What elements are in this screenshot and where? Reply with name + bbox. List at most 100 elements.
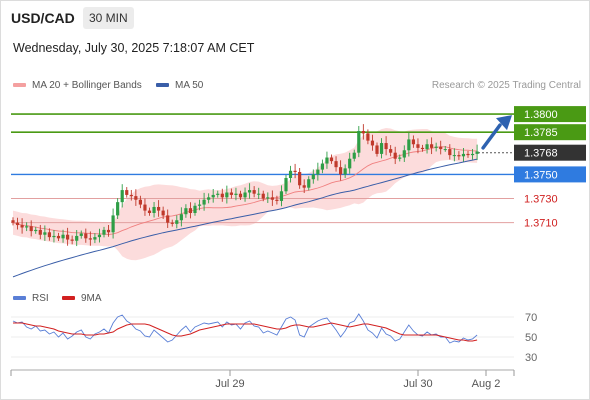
legend-ma50: MA 50 xyxy=(156,80,203,91)
candle-body xyxy=(202,199,206,205)
candle xyxy=(106,224,111,237)
candle xyxy=(84,228,88,243)
candle-body xyxy=(11,220,15,223)
candle xyxy=(334,156,338,172)
candle xyxy=(120,184,124,208)
candle-body xyxy=(457,155,461,157)
candle-body xyxy=(116,202,120,216)
candle xyxy=(316,162,320,181)
candle-body xyxy=(307,179,311,188)
candle-body xyxy=(111,215,115,233)
candle xyxy=(29,220,33,237)
ma50-swatch-icon xyxy=(156,83,169,88)
candle xyxy=(184,204,188,218)
candle xyxy=(311,169,315,184)
support-level-label: 1.3710 xyxy=(524,218,558,230)
candle-body xyxy=(434,146,438,148)
rsi-tick-label: 70 xyxy=(525,312,537,324)
candle-body xyxy=(93,237,97,240)
candle-body xyxy=(361,130,365,134)
support-level-label: 1.3730 xyxy=(524,194,558,206)
candle xyxy=(116,198,120,220)
candle xyxy=(320,159,324,174)
candle-body xyxy=(420,147,425,150)
candle-body xyxy=(207,197,211,200)
candle-body xyxy=(211,194,215,198)
candle xyxy=(416,138,420,154)
candle-body xyxy=(430,144,434,148)
candle-body xyxy=(157,206,161,211)
candle-body xyxy=(102,229,106,235)
candle xyxy=(147,207,152,216)
candle-body xyxy=(243,192,247,198)
candle-body xyxy=(225,192,229,198)
candle-body xyxy=(25,226,29,228)
candle xyxy=(261,190,265,202)
candle-body xyxy=(70,239,74,241)
candle-body xyxy=(147,210,152,214)
candle-body xyxy=(179,214,183,221)
rsi-tick-label: 50 xyxy=(525,332,537,344)
candle xyxy=(207,193,211,204)
candle-body xyxy=(84,233,88,239)
candle xyxy=(166,209,170,228)
ma20-swatch-icon xyxy=(13,83,26,88)
candle-body xyxy=(293,170,297,172)
time-axis-label: Jul 29 xyxy=(215,378,244,390)
candle xyxy=(366,129,370,145)
candle xyxy=(293,163,297,179)
candle xyxy=(88,231,92,246)
forecast-arrowhead-icon xyxy=(496,115,512,131)
candle xyxy=(343,164,347,178)
candle xyxy=(211,189,215,203)
forecast-arrow-layer xyxy=(481,115,512,150)
candle-body xyxy=(461,153,466,157)
candle-body xyxy=(152,206,156,214)
legend-ma20: MA 20 + Bollinger Bands xyxy=(13,80,142,91)
legend-9ma-label: 9MA xyxy=(81,293,102,304)
timeframe-badge[interactable]: 30 MIN xyxy=(83,7,134,29)
candle-body xyxy=(129,194,133,197)
candle-body xyxy=(143,204,147,211)
candle xyxy=(79,230,83,239)
candle-body xyxy=(193,205,197,214)
candle-body xyxy=(15,222,20,226)
candle xyxy=(52,230,56,243)
timestamp-label: Wednesday, July 30, 2025 7:18:07 AM CET xyxy=(13,41,255,55)
candle xyxy=(266,192,270,203)
candle xyxy=(93,233,97,244)
candle xyxy=(375,142,379,157)
forecast-arrow-icon xyxy=(481,123,502,150)
candle xyxy=(470,148,475,160)
candle-body xyxy=(257,193,261,195)
candle xyxy=(475,144,479,161)
candle xyxy=(175,215,179,229)
candle xyxy=(466,150,470,158)
rsi-line xyxy=(12,313,478,344)
pivot-level-label: 1.3750 xyxy=(524,169,558,181)
current-price-box xyxy=(514,144,586,161)
candle-body xyxy=(439,146,443,150)
candle-body xyxy=(29,226,33,232)
candle-body xyxy=(34,229,38,232)
candle-body xyxy=(170,222,174,224)
candle-body xyxy=(416,144,420,148)
candle-body xyxy=(352,152,356,159)
target-level-box xyxy=(514,124,586,141)
candle-body xyxy=(138,199,142,205)
candle-body xyxy=(197,204,202,206)
candle xyxy=(243,187,247,202)
candle xyxy=(248,183,252,199)
candle-body xyxy=(61,234,65,239)
candle-body xyxy=(334,161,338,168)
candle xyxy=(143,198,147,216)
candle xyxy=(325,151,329,169)
candle-body xyxy=(175,220,179,224)
candle-body xyxy=(238,193,243,198)
candle-body xyxy=(375,145,379,154)
candle xyxy=(47,228,51,241)
candle-body xyxy=(452,155,456,157)
candle xyxy=(111,208,115,239)
candle xyxy=(225,185,229,204)
candle-body xyxy=(184,208,188,215)
